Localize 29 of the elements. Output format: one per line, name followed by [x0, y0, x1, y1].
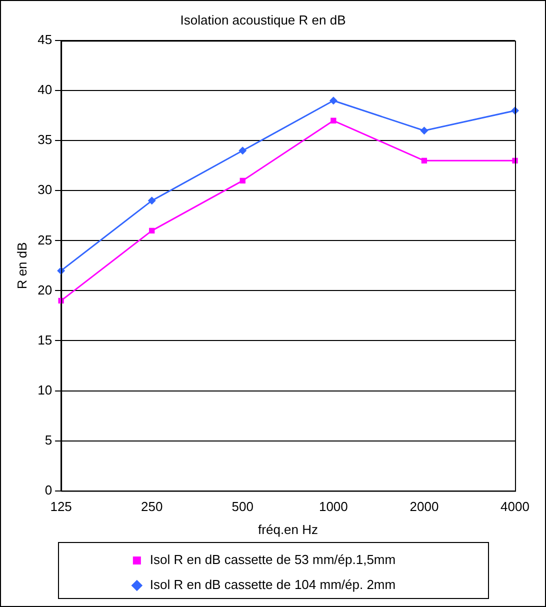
point	[420, 126, 428, 135]
point	[148, 196, 156, 205]
y-tick-label: 20	[38, 282, 52, 298]
y-tick-label: 0	[44, 482, 52, 498]
y-tick-label: 25	[38, 232, 52, 248]
x-tick-label: 500	[232, 499, 254, 514]
y-tick-label: 5	[44, 432, 52, 448]
x-tick-label: 250	[140, 499, 163, 514]
y-tick-label: 45	[38, 32, 52, 48]
legend-label: Isol R en dB cassette de 104 mm/ép. 2mm	[150, 577, 396, 592]
x-tick-label: 4000	[500, 499, 530, 514]
y-tick-label: 35	[38, 132, 52, 148]
legend-label: Isol R en dB cassette de 53 mm/ép.1,5mm	[150, 552, 396, 568]
point	[240, 178, 246, 184]
point	[330, 118, 336, 124]
point	[238, 146, 247, 155]
x-tick-label: 1000	[318, 499, 348, 514]
point	[421, 158, 428, 164]
x-tick-label: 2000	[410, 499, 439, 514]
chart-title: Isolation acoustique R en dB	[180, 12, 346, 28]
y-tick-label: 40	[38, 82, 52, 98]
x-tick-label: 125	[50, 499, 72, 514]
y-axis-title: R en dB	[14, 242, 30, 290]
point	[329, 96, 338, 105]
y-tick-label: 15	[38, 332, 52, 348]
y-tick-label: 30	[38, 182, 52, 198]
y-tick-label: 10	[38, 382, 52, 398]
x-axis-title: fréq.en Hz	[258, 522, 318, 537]
point	[149, 228, 155, 234]
